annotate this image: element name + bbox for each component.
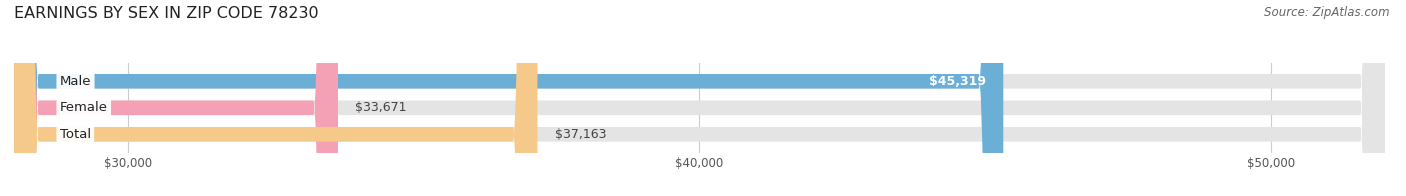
Text: Source: ZipAtlas.com: Source: ZipAtlas.com [1264, 6, 1389, 19]
FancyBboxPatch shape [14, 0, 537, 196]
Text: $33,671: $33,671 [356, 101, 406, 114]
FancyBboxPatch shape [14, 0, 1385, 196]
FancyBboxPatch shape [14, 0, 1004, 196]
Text: $45,319: $45,319 [929, 75, 986, 88]
Text: $37,163: $37,163 [554, 128, 606, 141]
Text: Male: Male [59, 75, 91, 88]
Text: EARNINGS BY SEX IN ZIP CODE 78230: EARNINGS BY SEX IN ZIP CODE 78230 [14, 6, 319, 21]
FancyBboxPatch shape [14, 0, 337, 196]
Text: Total: Total [59, 128, 91, 141]
FancyBboxPatch shape [14, 0, 1385, 196]
Text: Female: Female [59, 101, 108, 114]
FancyBboxPatch shape [14, 0, 1385, 196]
